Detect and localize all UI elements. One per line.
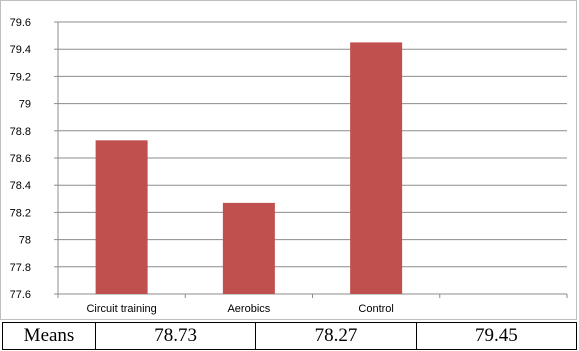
y-tick-label: 78.2 xyxy=(10,207,31,219)
bar-control xyxy=(350,42,403,295)
y-tick-label: 78.6 xyxy=(10,153,31,165)
bar-circuit-training xyxy=(95,140,148,294)
y-tick-label: 79.4 xyxy=(10,44,31,56)
means-value-aerobics: 78.27 xyxy=(255,322,417,350)
y-tick-label: 77.6 xyxy=(10,289,31,301)
x-category-label: Control xyxy=(358,303,393,315)
x-category-label: Circuit training xyxy=(86,303,156,315)
bar-chart: 77.6 77.8 78 78.2 78.4 78.6 78.8 79 79.2 79.4 79.6… xyxy=(10,17,568,315)
y-tick-label: 78.8 xyxy=(10,126,31,138)
y-tick-label: 78 xyxy=(19,235,31,247)
bar-aerobics xyxy=(222,202,275,294)
means-row: Means 78.73 78.27 79.45 xyxy=(2,322,578,350)
means-row-label: Means xyxy=(2,322,96,350)
y-tick-label: 79.6 xyxy=(10,17,31,29)
means-value-control: 79.45 xyxy=(415,322,578,350)
y-tick-label: 79.2 xyxy=(10,71,31,83)
means-table: Means 78.73 78.27 79.45 xyxy=(2,322,578,350)
y-tick-label: 77.8 xyxy=(10,262,31,274)
y-tick-label: 78.4 xyxy=(10,180,31,192)
means-value-circuit-training: 78.73 xyxy=(94,322,257,350)
y-tick-label: 79 xyxy=(19,99,31,111)
x-category-label: Aerobics xyxy=(227,303,270,315)
